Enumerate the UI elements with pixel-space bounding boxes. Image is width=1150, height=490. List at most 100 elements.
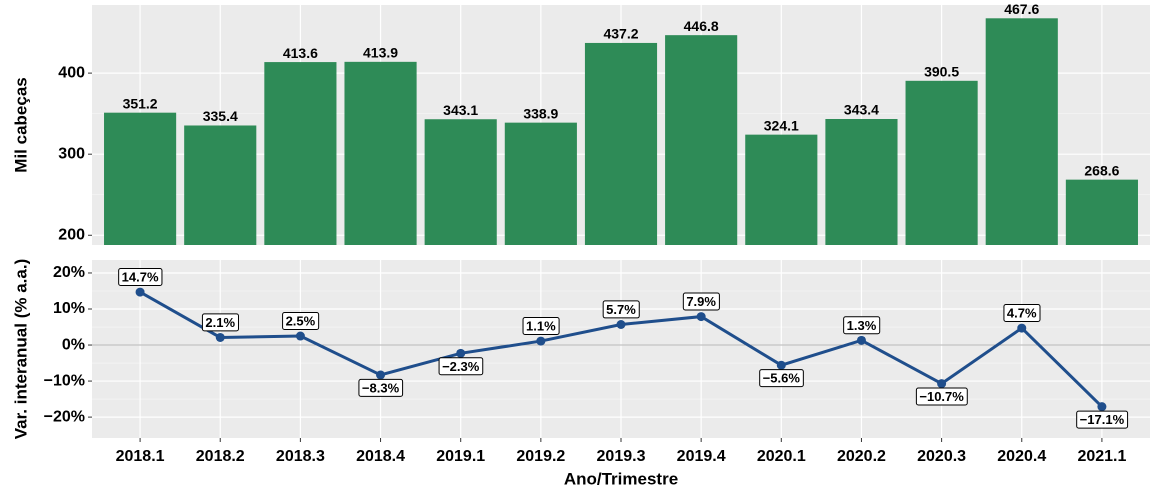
- x-tick-label: 2020.3: [917, 448, 966, 465]
- line-point: [135, 287, 145, 297]
- line-value-label: −17.1%: [1080, 412, 1125, 427]
- value-label-box: [1076, 410, 1129, 429]
- value-label: 5.7%: [602, 300, 640, 319]
- bar: [504, 122, 577, 245]
- line-point: [215, 332, 225, 342]
- value-label-box: [522, 317, 560, 336]
- bar-value-label: 413.6: [283, 45, 318, 61]
- value-label-box: [282, 311, 320, 330]
- line-value-label: 1.1%: [526, 319, 556, 334]
- x-tick-label: 2018.1: [116, 448, 165, 465]
- y-axis-label: Mil cabeças: [11, 77, 30, 172]
- x-tick-label: 2018.3: [276, 448, 325, 465]
- line-point: [937, 379, 947, 389]
- value-label: 14.7%: [118, 268, 163, 287]
- bar-value-label: 413.9: [363, 45, 398, 61]
- bar: [344, 61, 417, 246]
- bar-value-label: 343.1: [443, 102, 478, 118]
- x-tick-label: 2021.1: [1077, 448, 1126, 465]
- x-tick-label: 2018.4: [356, 448, 405, 465]
- line-point: [856, 335, 866, 345]
- bar: [825, 119, 898, 245]
- line-value-label: −2.3%: [442, 359, 480, 374]
- x-tick-label: 2018.2: [196, 448, 245, 465]
- line-value-label: 5.7%: [606, 302, 636, 317]
- y-tick-label: 400: [58, 64, 85, 81]
- bar: [905, 80, 978, 245]
- x-tick-label: 2019.2: [516, 448, 565, 465]
- bar-value-label: 390.5: [924, 64, 959, 80]
- value-label: 4.7%: [1003, 304, 1041, 323]
- value-label: −8.3%: [358, 378, 404, 397]
- x-tick-label: 2020.2: [837, 448, 886, 465]
- value-label-box: [358, 378, 404, 397]
- x-tick-label: 2020.4: [997, 448, 1046, 465]
- line-point: [616, 319, 626, 329]
- value-label-box: [682, 292, 720, 311]
- value-label: 1.3%: [843, 316, 881, 335]
- line-point: [696, 312, 706, 322]
- y-tick-label: 200: [58, 226, 85, 243]
- line-point: [1017, 323, 1027, 333]
- value-label-box: [843, 316, 881, 335]
- value-label: −17.1%: [1076, 410, 1129, 429]
- bar: [985, 18, 1058, 245]
- value-label: −10.7%: [915, 387, 968, 406]
- bar: [584, 42, 658, 245]
- value-label-box: [915, 387, 968, 406]
- bar-value-label: 437.2: [603, 26, 638, 42]
- line-point: [456, 348, 466, 358]
- line-value-label: 1.3%: [847, 318, 877, 333]
- line-point: [776, 360, 786, 370]
- bar-value-label: 335.4: [203, 108, 238, 124]
- bar: [424, 119, 497, 245]
- value-label: 2.1%: [201, 313, 239, 332]
- value-label: −5.6%: [759, 369, 804, 388]
- bar: [264, 62, 337, 245]
- value-label: 2.5%: [282, 311, 320, 330]
- line-value-label: 2.1%: [205, 315, 235, 330]
- x-tick-label: 2019.1: [436, 448, 485, 465]
- value-label-box: [118, 268, 163, 287]
- y-tick-label: 300: [58, 145, 85, 162]
- x-tick-label: 2019.4: [677, 448, 726, 465]
- bar-value-label: 467.6: [1004, 1, 1039, 17]
- bar: [1065, 179, 1138, 245]
- line-point: [376, 370, 386, 380]
- bar-value-label: 446.8: [684, 18, 719, 34]
- x-tick-label: 2020.1: [757, 448, 806, 465]
- value-label-box: [1003, 304, 1041, 323]
- value-label-box: [759, 369, 804, 388]
- value-label-box: [201, 313, 239, 332]
- value-label: 1.1%: [522, 317, 560, 336]
- x-tick-label: 2019.3: [597, 448, 646, 465]
- line-value-label: −5.6%: [763, 371, 801, 386]
- y-tick-label: 0%: [62, 336, 85, 353]
- y-axis-label: Var. interanual (% a.a.): [11, 259, 30, 439]
- value-label-box: [602, 300, 640, 319]
- line-point: [1097, 402, 1107, 412]
- bar-value-label: 268.6: [1084, 162, 1119, 178]
- y-tick-label: 20%: [53, 264, 85, 281]
- bar: [184, 125, 257, 245]
- line-value-label: 14.7%: [122, 270, 159, 285]
- line-value-label: 2.5%: [286, 313, 316, 328]
- bar-value-label: 324.1: [764, 117, 799, 133]
- line-value-label: 7.9%: [686, 294, 716, 309]
- line-value-label: 4.7%: [1007, 306, 1037, 321]
- bar: [104, 112, 177, 245]
- bar-value-label: 343.4: [844, 102, 879, 118]
- line-value-label: −8.3%: [362, 380, 400, 395]
- bar: [745, 134, 818, 245]
- value-label: 7.9%: [682, 292, 720, 311]
- bar-value-label: 338.9: [523, 105, 558, 121]
- y-tick-label: −10%: [44, 372, 85, 389]
- y-tick-label: −20%: [44, 408, 85, 425]
- bar: [665, 35, 738, 245]
- value-label-box: [438, 357, 484, 376]
- line-point: [295, 331, 305, 341]
- x-axis-label: Ano/Trimestre: [564, 469, 678, 488]
- line-value-label: −10.7%: [919, 389, 964, 404]
- bar-value-label: 351.2: [123, 95, 158, 111]
